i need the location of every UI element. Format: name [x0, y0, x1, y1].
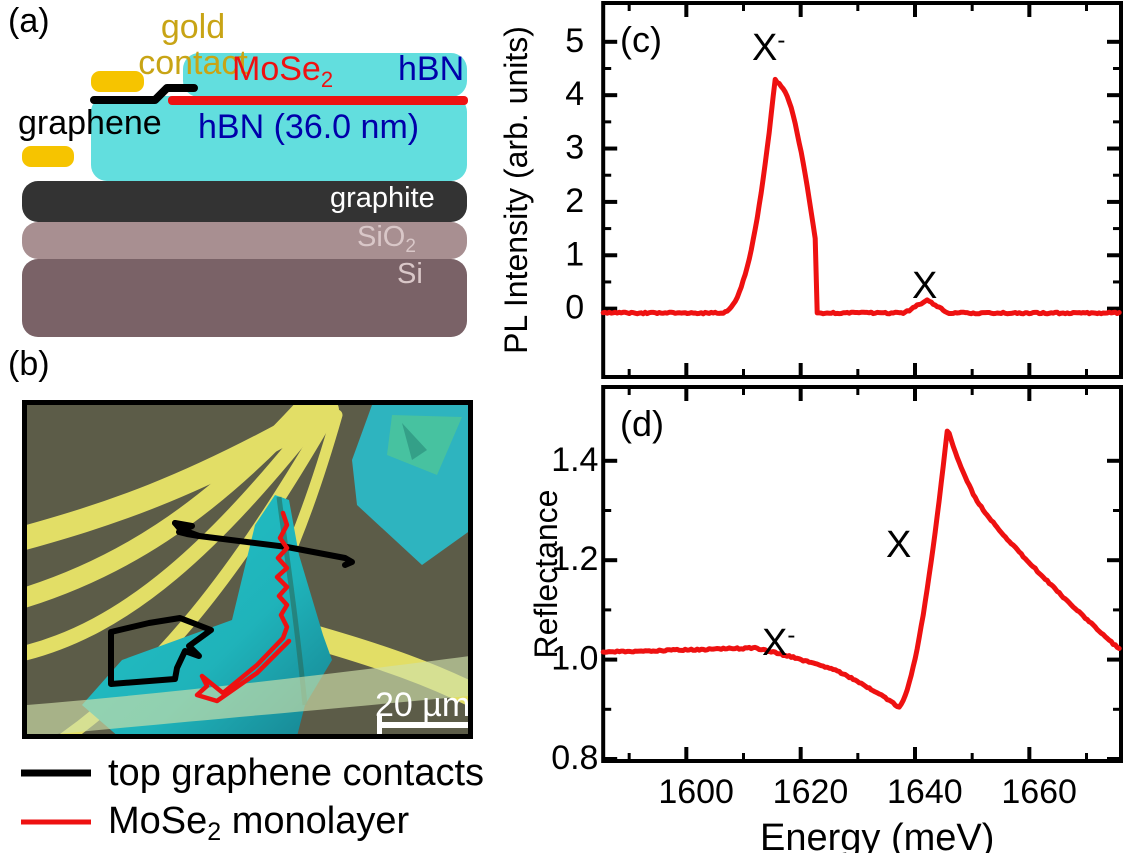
svg-text:X: X [912, 265, 937, 307]
svg-text:1.0: 1.0 [551, 640, 598, 678]
svg-text:1.2: 1.2 [551, 540, 598, 578]
svg-text:1640: 1640 [887, 773, 963, 811]
svg-text:3: 3 [565, 129, 584, 167]
svg-text:5: 5 [565, 22, 584, 60]
svg-text:X: X [886, 524, 911, 566]
svg-text:2: 2 [565, 182, 584, 220]
svg-text:Energy (meV): Energy (meV) [760, 817, 994, 853]
svg-text:(c): (c) [620, 19, 662, 60]
svg-text:4: 4 [565, 75, 584, 113]
svg-text:(d): (d) [620, 403, 664, 444]
svg-text:X-: X- [752, 27, 785, 69]
svg-text:1.4: 1.4 [551, 441, 598, 479]
svg-text:1600: 1600 [658, 773, 734, 811]
svg-text:1620: 1620 [773, 773, 849, 811]
svg-text:1: 1 [565, 235, 584, 273]
svg-text:0.8: 0.8 [551, 739, 598, 777]
svg-text:0: 0 [565, 289, 584, 327]
svg-text:1660: 1660 [1001, 773, 1077, 811]
svg-text:20 µm: 20 µm [375, 686, 470, 724]
